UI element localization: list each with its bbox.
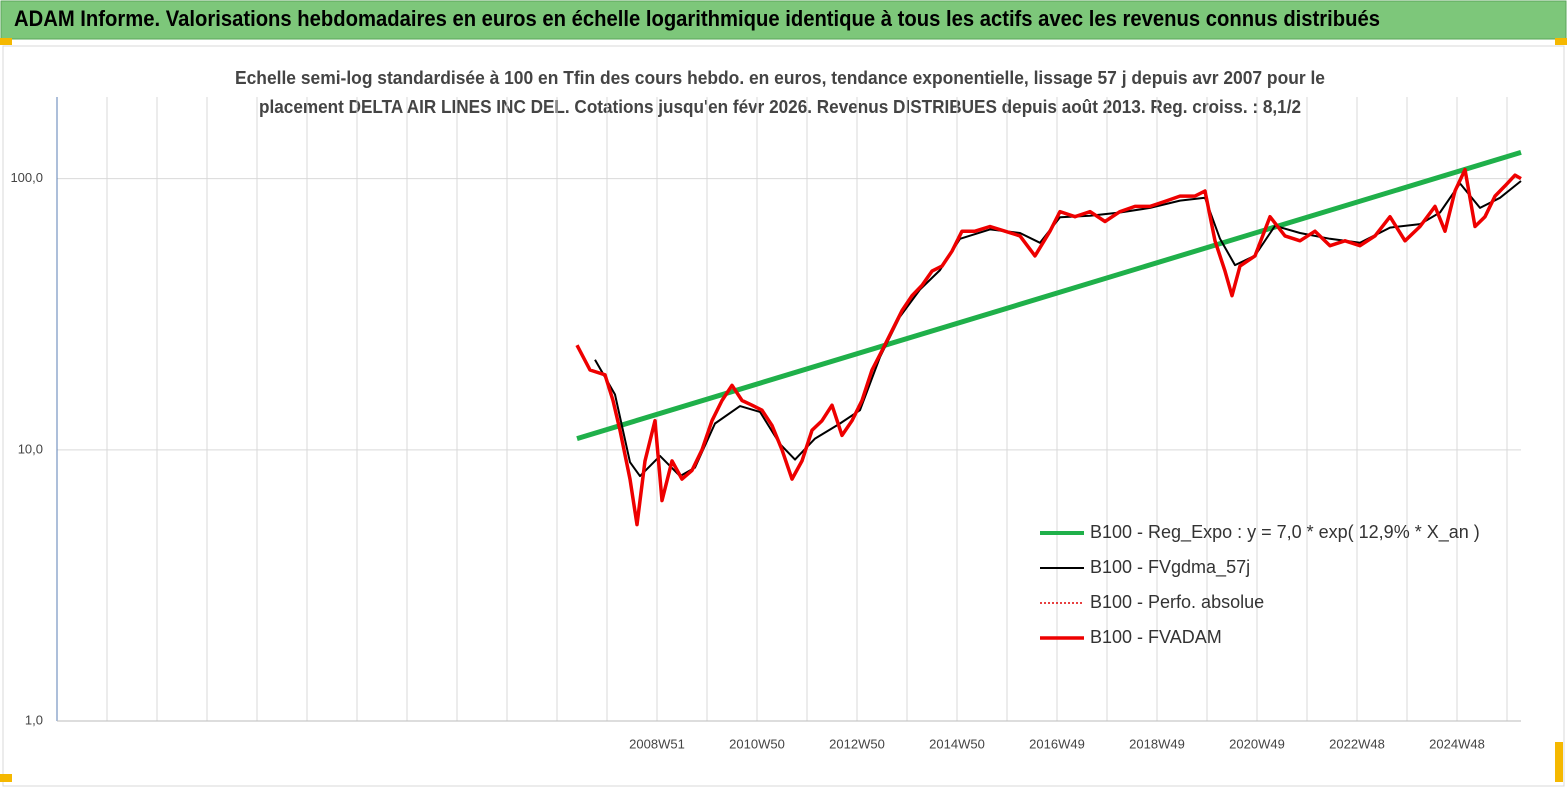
legend-label: B100 - Reg_Expo : y = 7,0 * exp( 12,9% *… (1090, 522, 1480, 543)
series-line (594, 180, 1522, 478)
corner-mark (1555, 38, 1567, 45)
chart-frame (2, 45, 1565, 787)
y-tick-label: 1,0 (25, 712, 43, 727)
chart-subtitle: Echelle semi-log standardisée à 100 en T… (235, 68, 1325, 88)
corner-mark (0, 774, 12, 782)
x-tick-label: 2012W50 (829, 736, 885, 751)
header-title: ADAM Informe. Valorisations hebdomadaire… (14, 6, 1380, 31)
legend-label: B100 - FVADAM (1090, 627, 1222, 647)
x-tick-label: 2016W49 (1029, 736, 1085, 751)
x-tick-label: 2024W48 (1429, 736, 1485, 751)
corner-mark (0, 38, 12, 45)
y-tick-label: 10,0 (18, 441, 43, 456)
header-bar (0, 0, 1567, 40)
x-tick-label: 2020W49 (1229, 736, 1285, 751)
plot-area: 1,0 10,0 100,0 2008W51 2010W50 2012W50 2014W50… (10, 97, 1522, 751)
x-tick-label: 2014W50 (929, 736, 985, 751)
x-tick-label: 2010W50 (729, 736, 785, 751)
legend-label: B100 - FVgdma_57j (1090, 557, 1250, 578)
chart-subtitle: placement DELTA AIR LINES INC DEL. Cotat… (259, 97, 1301, 117)
series-line (575, 167, 1522, 527)
corner-mark (1555, 742, 1563, 782)
x-tick-label: 2008W51 (629, 736, 685, 751)
y-tick-label: 100,0 (10, 170, 43, 185)
x-tick-label: 2022W48 (1329, 736, 1385, 751)
x-tick-label: 2018W49 (1129, 736, 1185, 751)
legend-label: B100 - Perfo. absolue (1090, 592, 1264, 612)
